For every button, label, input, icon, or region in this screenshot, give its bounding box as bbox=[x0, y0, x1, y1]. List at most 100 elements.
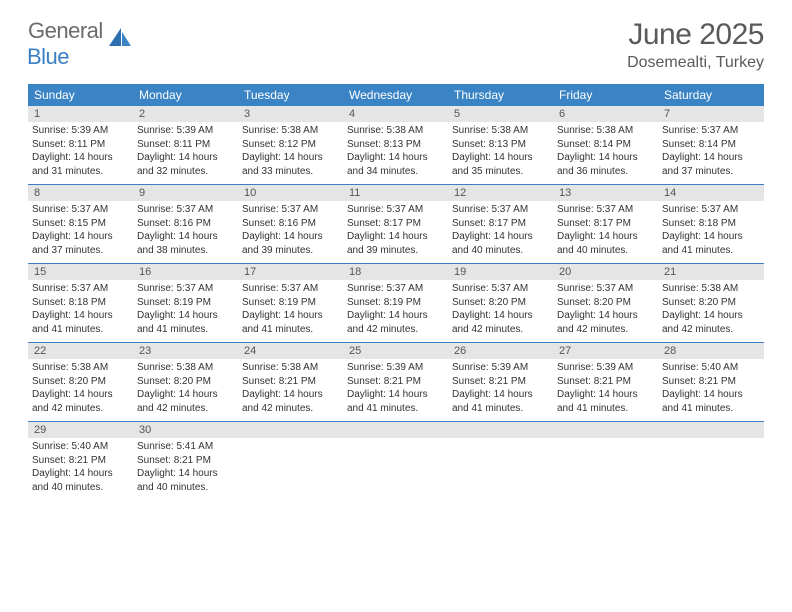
sunrise-line: Sunrise: 5:38 AM bbox=[662, 282, 759, 296]
day-number: 22 bbox=[28, 343, 133, 359]
day-cell: Sunrise: 5:39 AMSunset: 8:21 PMDaylight:… bbox=[553, 359, 658, 421]
sunrise-line: Sunrise: 5:37 AM bbox=[662, 203, 759, 217]
day-number-row: 1234567 bbox=[28, 106, 764, 122]
sunrise-line: Sunrise: 5:37 AM bbox=[32, 203, 129, 217]
day-cell: Sunrise: 5:41 AMSunset: 8:21 PMDaylight:… bbox=[133, 438, 238, 500]
daylight-line: Daylight: 14 hours and 40 minutes. bbox=[452, 230, 549, 257]
weeks-container: 1234567Sunrise: 5:39 AMSunset: 8:11 PMDa… bbox=[28, 106, 764, 500]
daylight-line: Daylight: 14 hours and 41 minutes. bbox=[662, 230, 759, 257]
day-number: 20 bbox=[553, 264, 658, 280]
dow-thursday: Thursday bbox=[448, 84, 553, 106]
sunrise-line: Sunrise: 5:37 AM bbox=[452, 282, 549, 296]
sunset-line: Sunset: 8:21 PM bbox=[662, 375, 759, 389]
day-cell: Sunrise: 5:40 AMSunset: 8:21 PMDaylight:… bbox=[28, 438, 133, 500]
day-number-row: 22232425262728 bbox=[28, 343, 764, 359]
daylight-line: Daylight: 14 hours and 42 minutes. bbox=[662, 309, 759, 336]
day-number: 23 bbox=[133, 343, 238, 359]
sunrise-line: Sunrise: 5:38 AM bbox=[32, 361, 129, 375]
week-row: Sunrise: 5:40 AMSunset: 8:21 PMDaylight:… bbox=[28, 438, 764, 500]
sunset-line: Sunset: 8:21 PM bbox=[557, 375, 654, 389]
sunset-line: Sunset: 8:15 PM bbox=[32, 217, 129, 231]
sunset-line: Sunset: 8:16 PM bbox=[137, 217, 234, 231]
day-cell: Sunrise: 5:37 AMSunset: 8:15 PMDaylight:… bbox=[28, 201, 133, 263]
day-cell: Sunrise: 5:37 AMSunset: 8:19 PMDaylight:… bbox=[238, 280, 343, 342]
day-cell: Sunrise: 5:37 AMSunset: 8:17 PMDaylight:… bbox=[448, 201, 553, 263]
day-number: 2 bbox=[133, 106, 238, 122]
day-number: 4 bbox=[343, 106, 448, 122]
daylight-line: Daylight: 14 hours and 42 minutes. bbox=[452, 309, 549, 336]
sunrise-line: Sunrise: 5:38 AM bbox=[242, 124, 339, 138]
day-cell: Sunrise: 5:37 AMSunset: 8:19 PMDaylight:… bbox=[343, 280, 448, 342]
day-number: 29 bbox=[28, 422, 133, 438]
sunset-line: Sunset: 8:16 PM bbox=[242, 217, 339, 231]
day-number: 28 bbox=[658, 343, 763, 359]
day-number: 5 bbox=[448, 106, 553, 122]
sunrise-line: Sunrise: 5:37 AM bbox=[32, 282, 129, 296]
logo-sail-icon bbox=[107, 26, 135, 55]
day-number: 30 bbox=[133, 422, 238, 438]
sunset-line: Sunset: 8:12 PM bbox=[242, 138, 339, 152]
daylight-line: Daylight: 14 hours and 42 minutes. bbox=[32, 388, 129, 415]
day-cell: Sunrise: 5:37 AMSunset: 8:16 PMDaylight:… bbox=[238, 201, 343, 263]
dow-tuesday: Tuesday bbox=[238, 84, 343, 106]
sunset-line: Sunset: 8:21 PM bbox=[347, 375, 444, 389]
sunrise-line: Sunrise: 5:37 AM bbox=[137, 282, 234, 296]
day-number: 14 bbox=[658, 185, 763, 201]
daylight-line: Daylight: 14 hours and 37 minutes. bbox=[32, 230, 129, 257]
sunset-line: Sunset: 8:21 PM bbox=[452, 375, 549, 389]
logo-text-general: General bbox=[28, 18, 103, 43]
day-cell: Sunrise: 5:39 AMSunset: 8:11 PMDaylight:… bbox=[133, 122, 238, 184]
day-cell: Sunrise: 5:37 AMSunset: 8:19 PMDaylight:… bbox=[133, 280, 238, 342]
daylight-line: Daylight: 14 hours and 41 minutes. bbox=[662, 388, 759, 415]
sunset-line: Sunset: 8:17 PM bbox=[452, 217, 549, 231]
logo: General Blue bbox=[28, 18, 135, 70]
daylight-line: Daylight: 14 hours and 35 minutes. bbox=[452, 151, 549, 178]
sunrise-line: Sunrise: 5:40 AM bbox=[662, 361, 759, 375]
sunrise-line: Sunrise: 5:37 AM bbox=[137, 203, 234, 217]
day-cell bbox=[658, 438, 763, 500]
sunrise-line: Sunrise: 5:38 AM bbox=[137, 361, 234, 375]
day-cell: Sunrise: 5:38 AMSunset: 8:14 PMDaylight:… bbox=[553, 122, 658, 184]
day-number: 27 bbox=[553, 343, 658, 359]
daylight-line: Daylight: 14 hours and 42 minutes. bbox=[137, 388, 234, 415]
sunrise-line: Sunrise: 5:39 AM bbox=[347, 361, 444, 375]
week-row: Sunrise: 5:39 AMSunset: 8:11 PMDaylight:… bbox=[28, 122, 764, 185]
daylight-line: Daylight: 14 hours and 41 minutes. bbox=[452, 388, 549, 415]
day-number-row: 15161718192021 bbox=[28, 264, 764, 280]
sunrise-line: Sunrise: 5:39 AM bbox=[137, 124, 234, 138]
day-number: 3 bbox=[238, 106, 343, 122]
sunrise-line: Sunrise: 5:37 AM bbox=[452, 203, 549, 217]
daylight-line: Daylight: 14 hours and 40 minutes. bbox=[32, 467, 129, 494]
sunset-line: Sunset: 8:21 PM bbox=[242, 375, 339, 389]
daylight-line: Daylight: 14 hours and 38 minutes. bbox=[137, 230, 234, 257]
day-number bbox=[343, 422, 448, 438]
sunset-line: Sunset: 8:21 PM bbox=[137, 454, 234, 468]
day-cell: Sunrise: 5:37 AMSunset: 8:20 PMDaylight:… bbox=[553, 280, 658, 342]
day-number: 8 bbox=[28, 185, 133, 201]
day-cell bbox=[343, 438, 448, 500]
daylight-line: Daylight: 14 hours and 31 minutes. bbox=[32, 151, 129, 178]
day-number: 19 bbox=[448, 264, 553, 280]
day-cell: Sunrise: 5:38 AMSunset: 8:20 PMDaylight:… bbox=[658, 280, 763, 342]
sunrise-line: Sunrise: 5:37 AM bbox=[557, 203, 654, 217]
daylight-line: Daylight: 14 hours and 42 minutes. bbox=[347, 309, 444, 336]
sunset-line: Sunset: 8:20 PM bbox=[557, 296, 654, 310]
dow-saturday: Saturday bbox=[658, 84, 763, 106]
day-number: 18 bbox=[343, 264, 448, 280]
sunset-line: Sunset: 8:14 PM bbox=[662, 138, 759, 152]
day-cell: Sunrise: 5:38 AMSunset: 8:13 PMDaylight:… bbox=[448, 122, 553, 184]
sunset-line: Sunset: 8:21 PM bbox=[32, 454, 129, 468]
sunset-line: Sunset: 8:19 PM bbox=[242, 296, 339, 310]
day-cell: Sunrise: 5:38 AMSunset: 8:21 PMDaylight:… bbox=[238, 359, 343, 421]
day-number: 6 bbox=[553, 106, 658, 122]
sunrise-line: Sunrise: 5:39 AM bbox=[557, 361, 654, 375]
sunrise-line: Sunrise: 5:38 AM bbox=[557, 124, 654, 138]
day-cell: Sunrise: 5:39 AMSunset: 8:21 PMDaylight:… bbox=[448, 359, 553, 421]
day-cell: Sunrise: 5:37 AMSunset: 8:17 PMDaylight:… bbox=[343, 201, 448, 263]
daylight-line: Daylight: 14 hours and 41 minutes. bbox=[347, 388, 444, 415]
day-number bbox=[238, 422, 343, 438]
sunset-line: Sunset: 8:17 PM bbox=[557, 217, 654, 231]
dow-monday: Monday bbox=[133, 84, 238, 106]
week-row: Sunrise: 5:37 AMSunset: 8:18 PMDaylight:… bbox=[28, 280, 764, 343]
day-number-row: 891011121314 bbox=[28, 185, 764, 201]
